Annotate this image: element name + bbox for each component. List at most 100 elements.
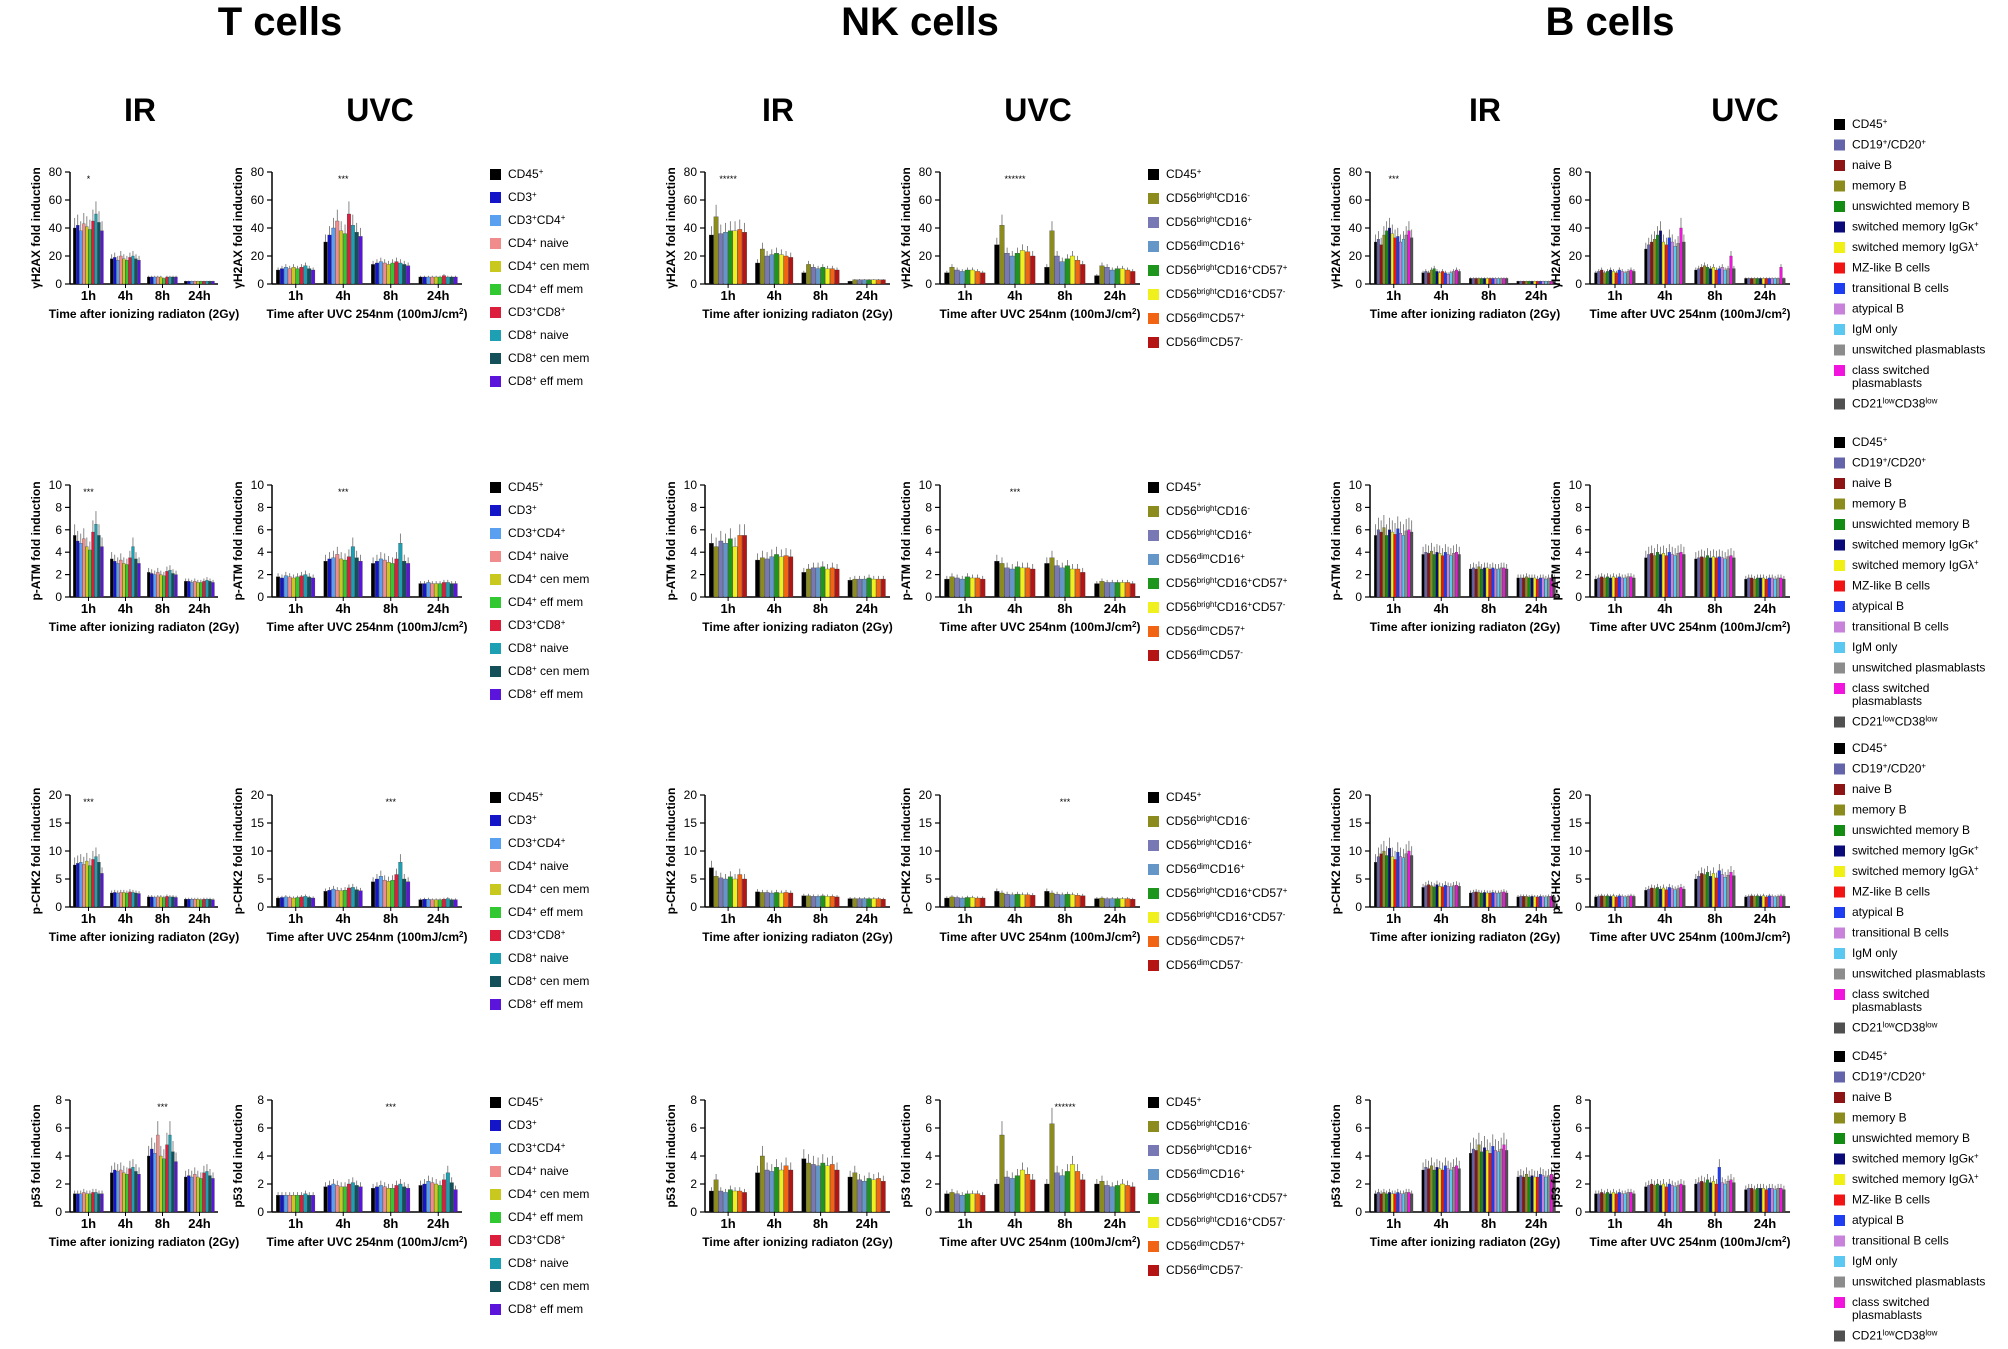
legend-b-2-item-2-label: naive B — [1852, 782, 1892, 796]
chart-t-ir-p53-bar — [159, 1155, 163, 1213]
legend-b-0-item-1-swatch — [1834, 139, 1845, 151]
chart-nk-ir-patm-bar — [834, 568, 840, 598]
chart-b-ir-patm-bar — [1404, 530, 1408, 598]
legend-b-1-item-3-swatch — [1834, 498, 1845, 510]
chart-t-uvc-pchk2-bar — [398, 862, 403, 908]
chart-b-ir-pchk2-ytick-label: 15 — [1349, 816, 1363, 830]
chart-nk-uvc-patm-ytick-label: 6 — [925, 523, 932, 537]
chart-b-uvc-pchk2-bar — [1761, 895, 1765, 908]
chart-b-uvc-patm-bar — [1682, 554, 1686, 598]
chart-b-ir-h2ax-bar — [1483, 278, 1486, 285]
chart-nk-uvc-pchk2-bar — [1069, 894, 1075, 908]
legend-t-3-item-2-label: CD3+CD4+ — [508, 1141, 566, 1156]
chart-t-ir-h2ax-bar — [137, 260, 141, 285]
chart-t-uvc-h2ax-ytick-label: 20 — [251, 249, 265, 263]
chart-t-ir-patm-xtick-label: 8h — [155, 601, 170, 616]
chart-t-ir-patm-bar — [184, 581, 188, 598]
chart-b-ir-pchk2-bar — [1483, 892, 1486, 908]
chart-nk-ir-patm-bar — [742, 535, 747, 598]
chart-b-ir-patm-bar — [1536, 578, 1539, 598]
chart-b-uvc-h2ax-bar — [1644, 248, 1648, 285]
chart-t-uvc-h2ax-bar — [358, 236, 363, 285]
legend-t-1-item-5-swatch — [490, 597, 501, 608]
chart-t-ir-h2ax-bar — [162, 278, 166, 285]
chart-b-ir-h2ax-bar — [1522, 281, 1526, 285]
chart-t-uvc-pchk2-bar — [358, 890, 363, 908]
chart-nk-ir-h2ax-bar — [737, 229, 743, 285]
chart-nk-uvc-pchk2-bar — [1094, 898, 1100, 908]
chart-b-uvc-p53-bar — [1653, 1185, 1657, 1213]
chart-b-uvc-h2ax-xtick-label: 8h — [1707, 288, 1722, 303]
chart-nk-ir-pchk2-bar — [760, 892, 765, 908]
chart-nk-ir-pchk2-xtick-label: 8h — [813, 911, 828, 926]
chart-b-ir-h2ax-bar — [1530, 281, 1534, 285]
chart-nk-uvc-pchk2-bar — [980, 897, 986, 908]
chart-t-ir-pchk2-bar — [131, 892, 135, 908]
chart-t-ir-pchk2-bar — [97, 862, 101, 908]
chart-b-uvc-p53-bar — [1770, 1188, 1774, 1213]
chart-b-uvc-p53-bar — [1667, 1183, 1671, 1213]
chart-b-uvc-patm-xtick-label: 4h — [1657, 601, 1672, 616]
chart-b-ir-patm-bar — [1399, 533, 1403, 598]
chart-b-ir-pchk2-bar — [1424, 885, 1428, 908]
chart-t-uvc-patm-bar — [307, 576, 312, 598]
chart-nk-uvc-pchk2-bar — [999, 892, 1005, 908]
chart-t-uvc-p53-bar — [430, 1182, 435, 1213]
chart-t-ir-pchk2-bar — [137, 893, 141, 908]
legend-nk-0-item-7-swatch — [1148, 337, 1159, 348]
chart-b-uvc-patm-bar — [1594, 578, 1598, 598]
legend-t-1-item-2-label: CD3+CD4+ — [508, 526, 566, 541]
chart-t-uvc-p53-bar — [382, 1186, 387, 1213]
chart-b-uvc-p53-bar — [1644, 1186, 1648, 1213]
chart-b-uvc-patm-bar — [1697, 557, 1701, 598]
chart-nk-uvc-pchk2-bar — [1009, 894, 1015, 908]
chart-t-uvc-p53-bar — [434, 1183, 439, 1213]
legend-t-3-item-2-swatch — [490, 1143, 501, 1154]
chart-nk-uvc-h2ax-bar — [1109, 269, 1115, 285]
chart-t-ir-h2ax-bar — [211, 281, 215, 285]
legend-b-2-item-9-swatch — [1834, 927, 1845, 939]
chart-b-uvc-patm-bar — [1611, 576, 1615, 598]
chart-b-uvc-h2ax-bar — [1658, 230, 1662, 285]
chart-t-uvc-pchk2-bar — [434, 899, 439, 908]
chart-b-uvc-p53-ytick-label: 8 — [1575, 1093, 1582, 1107]
chart-nk-ir-h2ax-bar — [727, 230, 733, 285]
chart-b-ir-pchk2-bar — [1533, 896, 1537, 908]
chart-t-ir-p53-bar — [134, 1171, 138, 1213]
chart-nk-uvc-patm-bar — [1014, 566, 1020, 598]
chart-t-uvc-patm-ytick-label: 4 — [257, 545, 264, 559]
legend-b-1-item-10-swatch — [1834, 642, 1845, 653]
legend-t-0-item-7-swatch — [490, 330, 501, 341]
chart-b-uvc-h2ax-bar — [1656, 234, 1660, 285]
chart-nk-uvc-pchk2-bar — [994, 891, 1000, 908]
legend-b-1-item-9-swatch — [1834, 621, 1845, 633]
legend-b-0-item-8-label: transitional B cells — [1852, 281, 1949, 295]
chart-t-uvc-patm-bar — [295, 576, 300, 598]
chart-nk-ir-h2ax-bar — [880, 279, 886, 285]
chart-t-uvc-patm-bar — [343, 559, 347, 598]
chart-t-uvc-pchk2-bar — [375, 878, 379, 908]
legend-b-0-item-7-label: MZ-like B cells — [1852, 261, 1930, 275]
chart-nk-ir-p53-bar — [737, 1190, 743, 1213]
chart-b-uvc-patm-bar — [1773, 578, 1777, 598]
chart-t-ir-h2ax-bar — [134, 258, 138, 285]
chart-t-ir-p53-bar — [202, 1172, 206, 1213]
chart-b-uvc-pchk2-bar — [1753, 896, 1757, 908]
chart-b-ir-pchk2-bar — [1441, 886, 1444, 908]
chart-nk-uvc-p53-xtick-label: 24h — [1104, 1216, 1126, 1231]
chart-t-ir-patm-bar — [137, 563, 141, 598]
chart-b-uvc-p53-xlabel: Time after UVC 254nm (100mJ/cm2) — [1590, 1235, 1791, 1250]
chart-nk-ir-patm-xtick-label: 4h — [767, 601, 782, 616]
legend-nk-2-item-7-label: CD56dimCD57- — [1166, 958, 1243, 973]
legend-b-3-item-0-label: CD45+ — [1852, 1049, 1888, 1064]
chart-t-uvc-patm-bar — [331, 557, 336, 598]
chart-nk-ir-p53-bar — [806, 1162, 811, 1213]
chart-nk-ir-p53-bar — [852, 1172, 858, 1213]
chart-b-uvc-h2ax-bar — [1711, 267, 1715, 285]
chart-nk-uvc-h2ax-xtick-label: 24h — [1104, 288, 1126, 303]
chart-b-uvc-p53-bar — [1773, 1189, 1777, 1213]
chart-b-ir-h2ax-bar — [1474, 278, 1478, 285]
chart-nk-uvc-pchk2-bar — [969, 897, 975, 908]
chart-nk-uvc-patm-bar — [1025, 567, 1031, 598]
legend-b-3-item-11-swatch — [1834, 1276, 1845, 1288]
